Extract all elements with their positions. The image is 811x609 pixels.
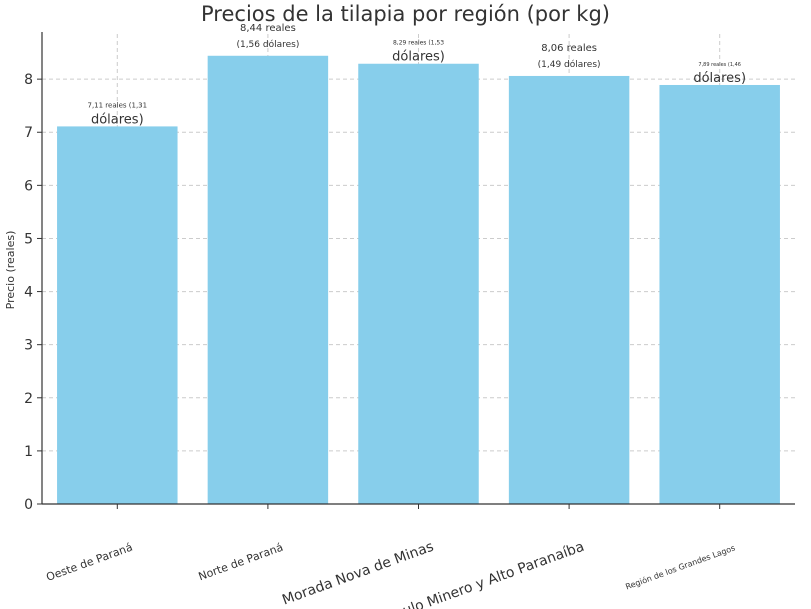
- y-tick-label: 3: [24, 338, 33, 354]
- x-tick-label: Región de los Grandes Lagos: [624, 542, 736, 591]
- x-tick-label: Triángulo Minero y Alto Paranaíba: [360, 539, 587, 609]
- bar: [57, 126, 178, 505]
- data-label: 8,44 reales: [240, 23, 296, 34]
- bar: [207, 55, 329, 504]
- data-label: 7,89 reales (1,46: [698, 62, 741, 68]
- y-tick-label: 8: [24, 72, 33, 88]
- bar-layer: [57, 55, 780, 505]
- y-tick-label: 0: [24, 497, 33, 513]
- y-tick-label: 7: [24, 125, 33, 141]
- x-tick-label: Oeste de Paraná: [45, 541, 135, 584]
- data-label: 8,29 reales (1,53: [393, 40, 444, 47]
- data-label: dólares): [392, 50, 445, 65]
- y-tick-label: 4: [24, 285, 33, 301]
- y-tick-label: 1: [24, 444, 33, 460]
- y-tick-label: 6: [24, 178, 33, 194]
- data-label: 7,11 reales (1,31: [88, 101, 148, 109]
- label-layer: 7,11 reales (1,31 dólares) 8,44 reales (1,5…: [88, 23, 747, 128]
- chart-title: Precios de la tilapia por región (por kg…: [201, 2, 610, 26]
- y-tick-label: 5: [24, 231, 33, 247]
- data-label: 8,06 reales: [541, 43, 597, 54]
- bar: [508, 75, 630, 504]
- y-tick-label: 2: [24, 391, 33, 407]
- data-label: (1,56 dólares): [236, 39, 299, 50]
- x-tick-label: Norte de Paraná: [197, 541, 285, 584]
- bar: [358, 63, 479, 504]
- bar: [659, 84, 780, 505]
- data-label: dólares): [91, 112, 144, 127]
- data-label: (1,49 dólares): [538, 59, 601, 70]
- x-tick-label: Morada Nova de Minas: [280, 539, 436, 609]
- data-label: dólares): [693, 71, 746, 86]
- y-axis-label: Precio (reales): [4, 231, 17, 310]
